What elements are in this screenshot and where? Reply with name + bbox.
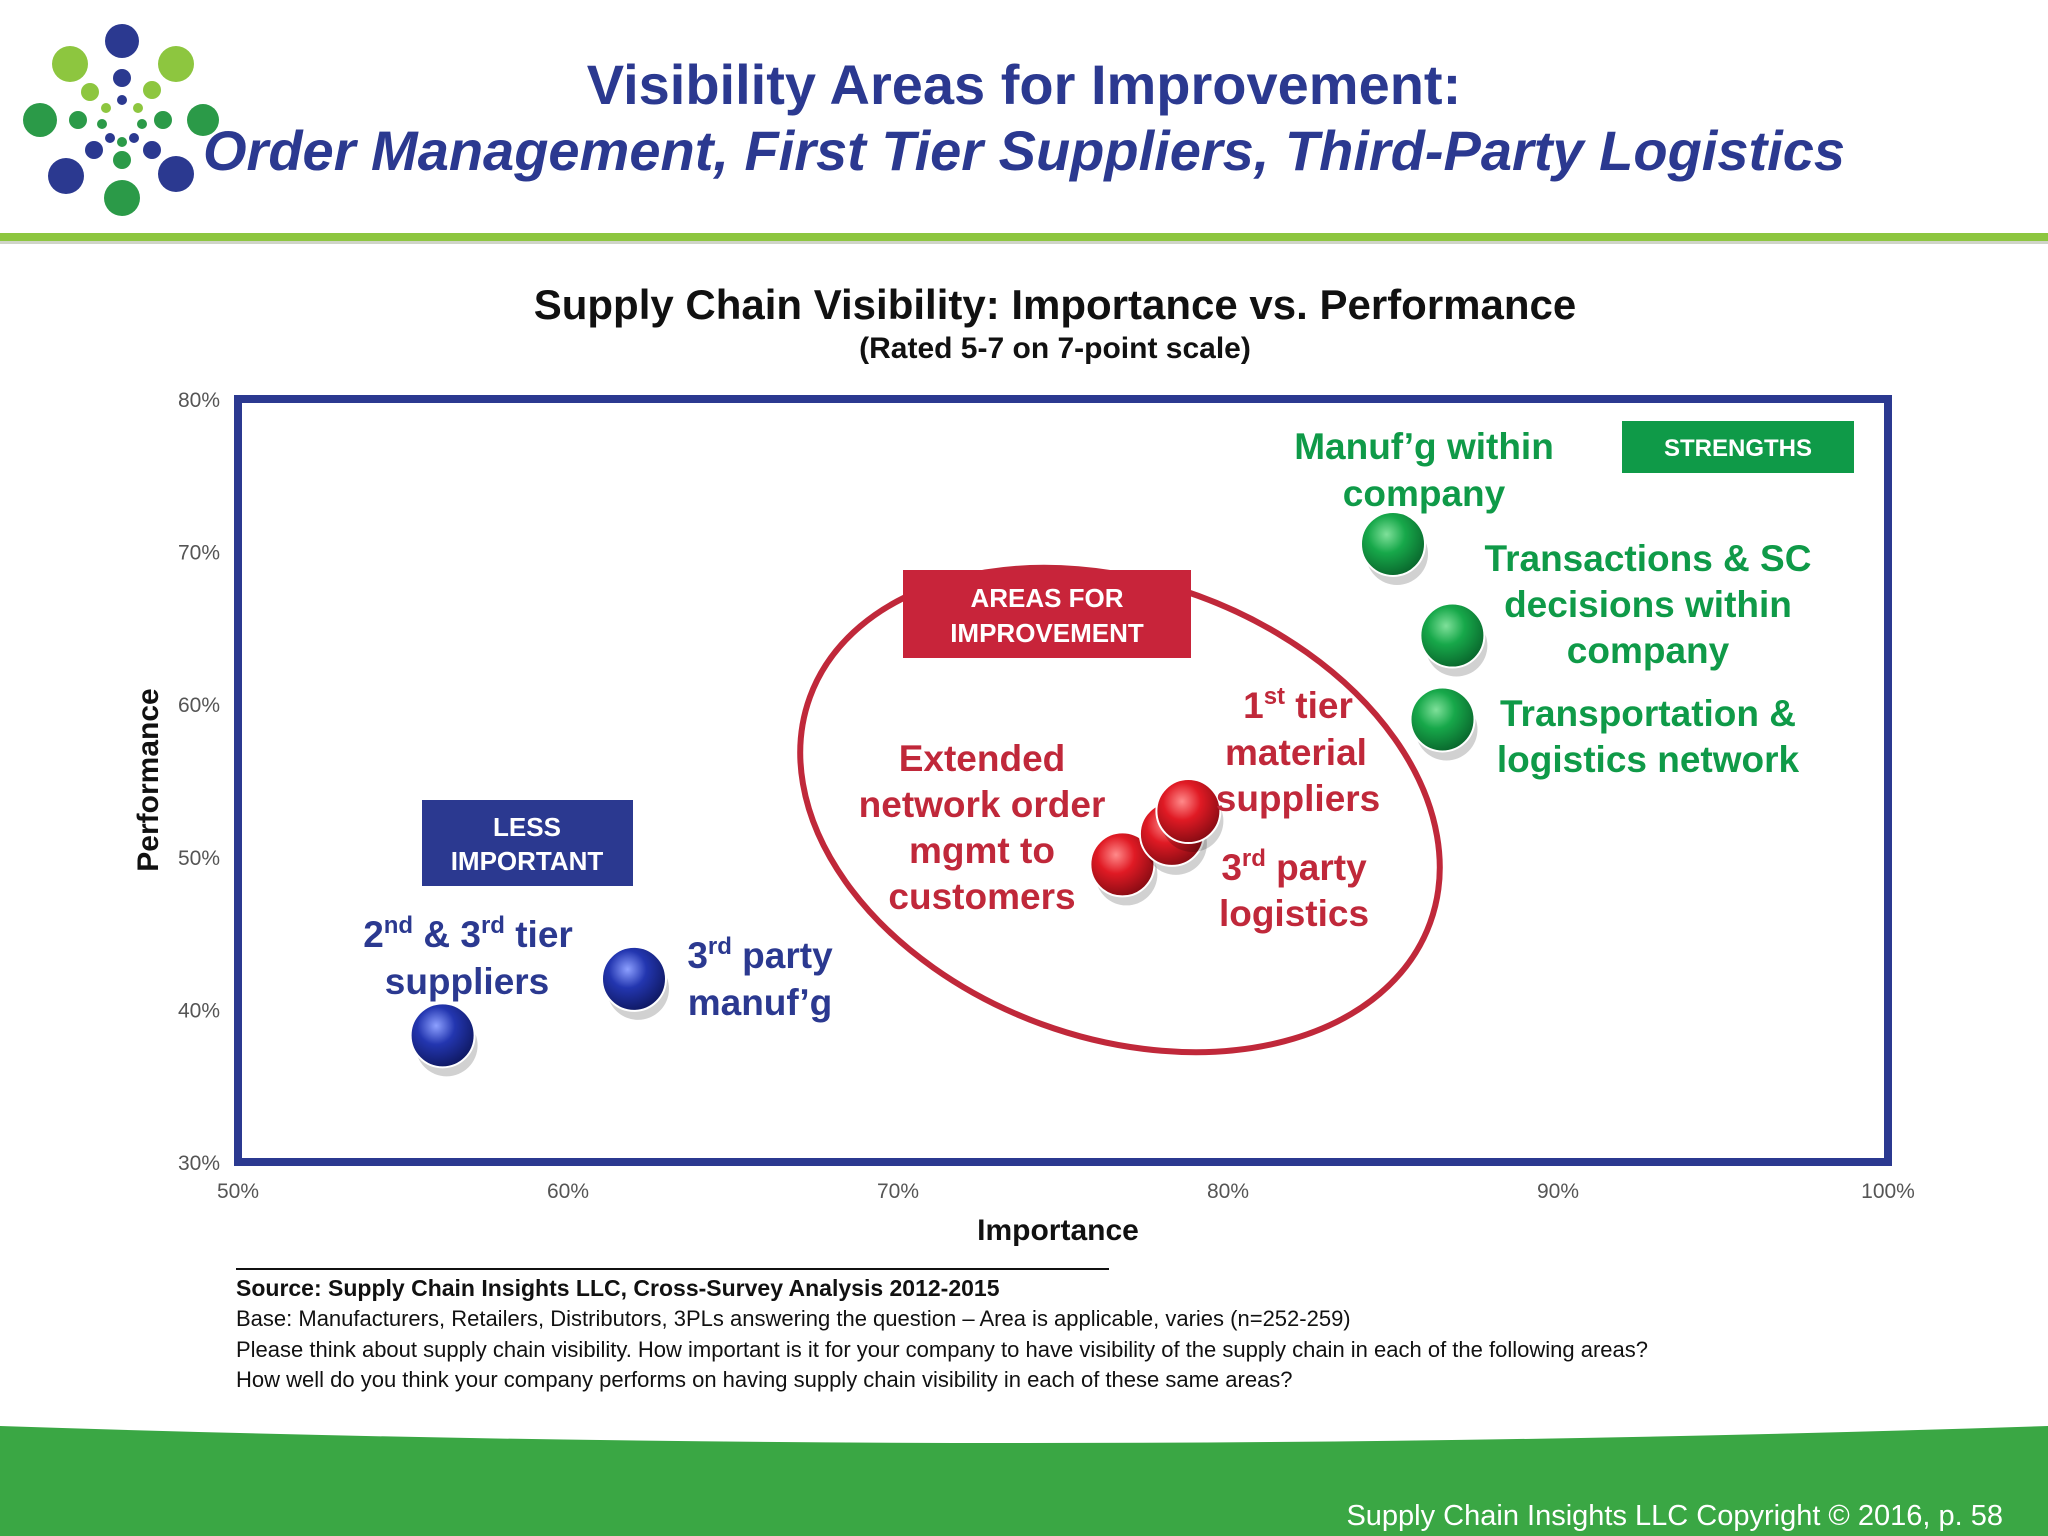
data-point <box>1089 831 1158 906</box>
header-divider-shadow <box>0 241 2048 244</box>
improvement-zone-ellipse <box>797 564 1443 1056</box>
annot-tier1-line2: material <box>1225 732 1367 773</box>
strengths-label-text: STRENGTHS <box>1664 435 1812 462</box>
company-logo-icon <box>23 24 219 216</box>
data-point <box>1360 510 1428 585</box>
data-point <box>1419 602 1488 677</box>
annot-manu3-sup: rd <box>708 933 732 960</box>
y-tick-label: 70% <box>178 542 220 565</box>
header-divider <box>0 233 2048 241</box>
x-tick-label: 70% <box>877 1180 919 1203</box>
chart-subtitle: (Rated 5-7 on 7-point scale) <box>859 332 1251 365</box>
data-point <box>409 1002 478 1077</box>
source-line4: How well do you think your company perfo… <box>236 1367 1293 1392</box>
improvement-zone-label: AREAS FOR IMPROVEMENT <box>903 570 1191 658</box>
plot-area <box>234 395 1892 1166</box>
data-point-marker <box>1419 602 1486 669</box>
page-title-line1: Visibility Areas for Improvement: <box>586 53 1462 116</box>
annot-tier23-line2: suppliers <box>385 961 550 1002</box>
x-tick-label: 100% <box>1861 1180 1915 1203</box>
annot-tpl-line1: 3rd party <box>1221 845 1367 888</box>
data-point-marker <box>601 945 667 1012</box>
annot-tier1-line1: 1st tier <box>1243 683 1353 726</box>
data-point <box>1409 686 1478 761</box>
annot-trans-line3: company <box>1567 630 1730 671</box>
annot-manu3-rest: party <box>732 935 833 976</box>
data-points <box>409 510 1488 1077</box>
y-tick-label: 30% <box>178 1152 220 1175</box>
annot-transport-line1: Transportation & <box>1500 693 1796 734</box>
y-axis-title: Performance <box>132 688 165 871</box>
annot-ext-line1: Extended <box>899 738 1066 779</box>
chart-title: Supply Chain Visibility: Importance vs. … <box>533 281 1577 328</box>
annot-manu3-num: 3 <box>687 935 708 976</box>
annot-tier1-rest: tier <box>1285 685 1353 726</box>
annot-tier23-b-sup: rd <box>481 912 505 939</box>
annot-ext-line4: customers <box>888 876 1075 917</box>
x-axis-ticks: 50% 60% 70% 80% 90% 100% <box>217 1180 1915 1203</box>
footer-copyright: Supply Chain Insights LLC Copyright © 20… <box>1346 1500 2003 1532</box>
annotation-manufg-within-company: Manuf’g within company <box>1294 426 1554 514</box>
y-tick-label: 80% <box>178 389 220 412</box>
annot-manufg-line1: Manuf’g within <box>1294 426 1554 467</box>
annotation-transactions: Transactions & SC decisions within compa… <box>1485 538 1812 671</box>
x-tick-label: 90% <box>1537 1180 1579 1203</box>
strengths-zone-label: STRENGTHS <box>1622 421 1854 473</box>
annot-tier1-num: 1 <box>1243 685 1264 726</box>
annot-tier23-line1: 2nd & 3rd tier <box>363 912 573 955</box>
annot-ext-line2: network order <box>859 784 1106 825</box>
annotation-2nd-3rd-tier: 2nd & 3rd tier suppliers <box>363 912 573 1002</box>
x-tick-label: 60% <box>547 1180 589 1203</box>
annotation-transportation: Transportation & logistics network <box>1497 693 1800 780</box>
source-divider <box>236 1268 1109 1270</box>
annot-tier23-mid: & 3 <box>413 914 481 955</box>
annot-tier23-a-sup: nd <box>384 912 413 939</box>
annot-tier23-rest: tier <box>505 914 573 955</box>
less-label-line1: LESS <box>493 812 561 842</box>
annot-trans-line2: decisions within <box>1504 584 1792 625</box>
improvement-label-line2: IMPROVEMENT <box>950 618 1144 648</box>
annotation-extended-network: Extended network order mgmt to customers <box>859 738 1106 917</box>
data-point-marker <box>1360 510 1426 577</box>
data-point <box>1155 778 1224 853</box>
x-axis-title: Importance <box>977 1214 1139 1247</box>
y-axis-ticks: 30% 40% 50% 60% 70% 80% <box>178 389 220 1175</box>
annot-tpl-sup: rd <box>1242 845 1266 872</box>
annot-manufg-line2: company <box>1343 473 1506 514</box>
y-tick-label: 50% <box>178 847 220 870</box>
source-line2: Base: Manufacturers, Retailers, Distribu… <box>236 1306 1351 1331</box>
improvement-label-line1: AREAS FOR <box>970 583 1123 613</box>
data-point <box>601 945 669 1020</box>
source-line3: Please think about supply chain visibili… <box>236 1337 1648 1362</box>
annot-ext-line3: mgmt to <box>909 830 1055 871</box>
annotation-1st-tier-suppliers: 1st tier material suppliers <box>1216 683 1381 819</box>
footer-band <box>0 1426 2048 1536</box>
y-tick-label: 60% <box>178 694 220 717</box>
annot-tier23-a: 2 <box>363 914 384 955</box>
annot-manu3-line2: manuf’g <box>688 982 833 1023</box>
x-tick-label: 50% <box>217 1180 259 1203</box>
x-tick-label: 80% <box>1207 1180 1249 1203</box>
annotation-3rd-party-logistics: 3rd party logistics <box>1219 845 1369 934</box>
source-line1: Source: Supply Chain Insights LLC, Cross… <box>236 1275 1000 1301</box>
annot-tier1-line3: suppliers <box>1216 778 1381 819</box>
less-label-line2: IMPORTANT <box>451 846 604 876</box>
page-title-line2: Order Management, First Tier Suppliers, … <box>203 119 1845 182</box>
data-point-marker <box>1089 831 1156 898</box>
annot-tier1-sup: st <box>1264 683 1285 710</box>
annotation-3rd-party-manufg: 3rd party manuf’g <box>687 933 833 1023</box>
data-point-marker <box>409 1002 476 1069</box>
annot-trans-line1: Transactions & SC <box>1485 538 1812 579</box>
y-tick-label: 40% <box>178 999 220 1022</box>
annot-manu3-line1: 3rd party <box>687 933 833 976</box>
annot-tpl-rest: party <box>1266 847 1367 888</box>
annot-tpl-line2: logistics <box>1219 893 1369 934</box>
data-point-marker <box>1155 778 1222 845</box>
annot-tpl-num: 3 <box>1221 847 1242 888</box>
data-point-marker <box>1409 686 1476 753</box>
less-important-zone-label: LESS IMPORTANT <box>422 800 633 886</box>
annot-transport-line2: logistics network <box>1497 739 1800 780</box>
